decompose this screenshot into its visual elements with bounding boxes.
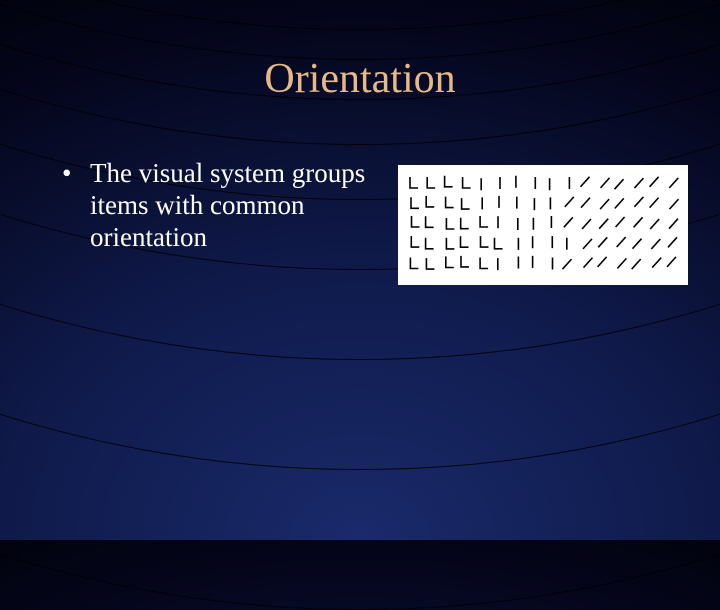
orientation-mark bbox=[479, 235, 490, 249]
orientation-mark bbox=[547, 215, 558, 229]
orientation-mark bbox=[668, 176, 679, 190]
orientation-mark bbox=[528, 217, 539, 231]
orientation-mark bbox=[598, 217, 609, 231]
orientation-mark bbox=[565, 176, 576, 190]
orientation-mark bbox=[651, 256, 662, 270]
orientation-mark bbox=[579, 175, 590, 189]
orientation-mark bbox=[408, 176, 419, 190]
orientation-illustration bbox=[398, 165, 688, 285]
orientation-mark bbox=[511, 196, 522, 210]
orientation-mark bbox=[529, 197, 540, 211]
orientation-mark bbox=[493, 257, 504, 271]
orientation-mark bbox=[616, 235, 627, 249]
bullet-item: • The visual system groups items with co… bbox=[62, 158, 372, 254]
orientation-mark bbox=[513, 256, 524, 270]
orientation-mark bbox=[597, 235, 608, 249]
mark-row bbox=[408, 173, 678, 193]
orientation-mark bbox=[667, 235, 678, 249]
orientation-mark bbox=[477, 196, 488, 210]
orientation-mark bbox=[444, 237, 455, 251]
orientation-mark bbox=[649, 217, 660, 231]
orientation-mark bbox=[599, 176, 610, 190]
orientation-mark bbox=[444, 217, 455, 231]
orientation-mark bbox=[562, 237, 573, 251]
orientation-mark bbox=[582, 256, 593, 270]
orientation-mark bbox=[614, 177, 625, 191]
orientation-mark bbox=[648, 175, 659, 189]
mark-row bbox=[408, 253, 678, 273]
orientation-mark bbox=[631, 257, 642, 271]
orientation-mark bbox=[597, 255, 608, 269]
orientation-mark bbox=[648, 196, 659, 210]
orientation-mark bbox=[425, 176, 436, 190]
orientation-mark bbox=[580, 196, 591, 210]
orientation-mark bbox=[617, 256, 628, 270]
orientation-mark bbox=[634, 176, 645, 190]
bullet-marker: • bbox=[62, 158, 90, 254]
orientation-mark bbox=[493, 237, 504, 251]
orientation-mark bbox=[459, 255, 470, 269]
orientation-mark bbox=[408, 257, 419, 271]
orientation-mark bbox=[442, 175, 453, 189]
orientation-mark bbox=[410, 215, 421, 229]
orientation-mark bbox=[424, 215, 435, 229]
title-text: Orientation bbox=[264, 56, 455, 102]
orientation-mark bbox=[634, 195, 645, 209]
orientation-mark bbox=[548, 257, 559, 271]
orientation-mark bbox=[443, 256, 454, 270]
orientation-mark bbox=[632, 237, 643, 251]
orientation-mark bbox=[666, 255, 677, 269]
orientation-mark bbox=[443, 196, 454, 210]
orientation-mark bbox=[633, 215, 644, 229]
orientation-mark bbox=[512, 217, 523, 231]
orientation-mark bbox=[581, 217, 592, 231]
orientation-mark bbox=[562, 257, 573, 271]
orientation-mark bbox=[424, 195, 435, 209]
orientation-mark bbox=[547, 235, 558, 249]
orientation-mark bbox=[493, 215, 504, 229]
orientation-mark bbox=[668, 217, 679, 231]
orientation-mark bbox=[495, 176, 506, 190]
orientation-mark bbox=[409, 196, 420, 210]
orientation-mark bbox=[513, 237, 524, 251]
orientation-mark bbox=[668, 197, 679, 211]
orientation-mark bbox=[425, 257, 436, 271]
orientation-mark bbox=[458, 217, 469, 231]
orientation-mark bbox=[494, 195, 505, 209]
bullet-text: The visual system groups items with comm… bbox=[90, 158, 372, 254]
orientation-mark bbox=[615, 215, 626, 229]
orientation-mark bbox=[409, 235, 420, 249]
orientation-mark bbox=[478, 257, 489, 271]
mark-row bbox=[408, 213, 678, 233]
orientation-mark bbox=[476, 177, 487, 191]
orientation-mark bbox=[460, 176, 471, 190]
orientation-mark bbox=[510, 175, 521, 189]
body-text-block: • The visual system groups items with co… bbox=[62, 158, 372, 254]
orientation-mark bbox=[545, 177, 556, 191]
orientation-mark bbox=[424, 237, 435, 251]
orientation-mark bbox=[563, 215, 574, 229]
orientation-mark bbox=[582, 237, 593, 251]
orientation-mark bbox=[527, 255, 538, 269]
orientation-mark bbox=[564, 195, 575, 209]
mark-row bbox=[408, 233, 678, 253]
orientation-mark bbox=[530, 176, 541, 190]
orientation-mark bbox=[458, 235, 469, 249]
orientation-mark bbox=[614, 196, 625, 210]
orientation-mark bbox=[546, 196, 557, 210]
orientation-mark bbox=[599, 197, 610, 211]
orientation-mark bbox=[478, 215, 489, 229]
orientation-mark bbox=[527, 235, 538, 249]
mark-row bbox=[408, 193, 678, 213]
slide-title: Orientation bbox=[0, 55, 720, 103]
orientation-mark bbox=[650, 237, 661, 251]
orientation-mark bbox=[459, 197, 470, 211]
